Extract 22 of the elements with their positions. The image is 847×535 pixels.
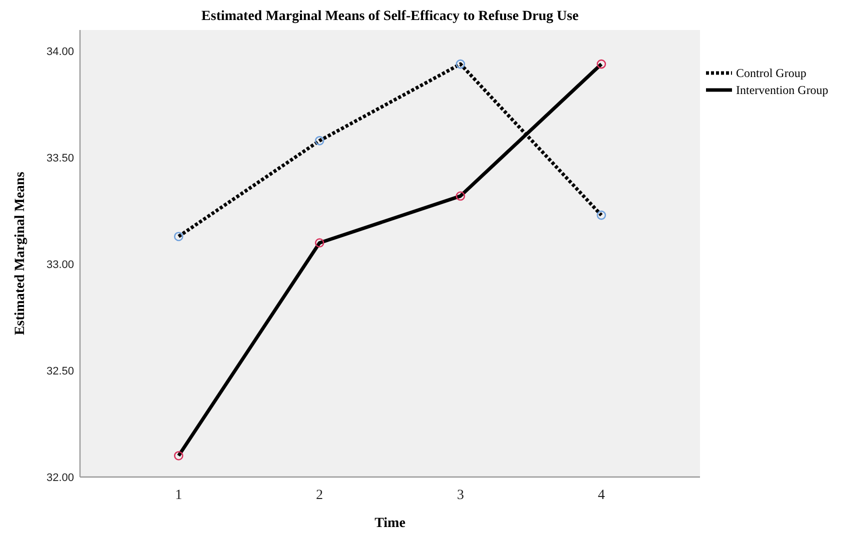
y-tick-label: 32.50: [46, 365, 74, 378]
y-tick-label: 33.50: [46, 152, 74, 165]
x-tick-label: 2: [316, 488, 324, 503]
x-tick-label: 3: [456, 488, 464, 503]
point: [174, 451, 184, 460]
y-axis-title: Estimated Marginal Means: [13, 171, 28, 336]
point: [314, 238, 324, 248]
point: [456, 191, 466, 201]
legend-label: Control Group: [736, 66, 806, 80]
point: [456, 59, 466, 69]
point: [596, 210, 606, 220]
y-tick-label: 34.00: [46, 46, 74, 58]
y-tick-label: 33.00: [46, 258, 74, 271]
point: [314, 136, 324, 146]
point: [596, 59, 606, 69]
x-tick-label: 4: [598, 488, 605, 503]
y-tick-label: 32.00: [46, 472, 74, 484]
chart-title: Estimated Marginal Means of Self-Efficacy to Refuse Drug Use: [201, 9, 579, 24]
x-axis-title: Time: [374, 516, 406, 531]
point: [174, 232, 184, 242]
legend-label: Intervention Group: [736, 83, 828, 98]
x-tick-label: 1: [175, 488, 182, 503]
